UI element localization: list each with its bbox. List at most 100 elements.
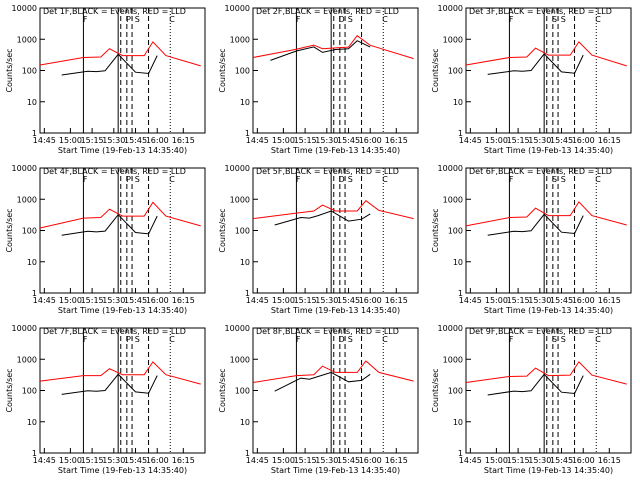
x-tick-label: 15:30 [528, 136, 551, 145]
x-tick-label: 15:45 [550, 296, 573, 305]
x-tick-label: 15:00 [59, 296, 82, 305]
y-tick-label: 1000 [230, 195, 250, 204]
x-tick-label: 14:45 [246, 136, 269, 145]
series-events [487, 53, 584, 75]
detector-panel-3: Det 3F,BLACK = Events, RED = LLD 1 10 100 10… [431, 4, 632, 155]
y-tick-label: 10 [27, 258, 37, 267]
marker-letter: F [83, 15, 88, 24]
marker-letter: F [296, 335, 301, 344]
plot-frame [39, 327, 206, 454]
y-tick-label: 10 [453, 258, 463, 267]
y-tick-label: 10000 [225, 164, 250, 173]
x-tick-label: 15:15 [507, 456, 530, 465]
plot-frame [465, 7, 632, 134]
panel-title: Det 8F,BLACK = Events, RED = LLD [256, 327, 399, 336]
y-tick-label: 100 [22, 227, 37, 236]
y-tick-label: 10000 [12, 4, 37, 13]
x-tick-label: 15:00 [485, 136, 508, 145]
x-tick-label: 16:00 [146, 296, 169, 305]
x-tick-label: 16:15 [598, 456, 621, 465]
x-tick-label: 14:45 [33, 296, 56, 305]
marker-letter: S [135, 335, 140, 344]
marker-letter: C [382, 175, 388, 184]
series-events [487, 373, 584, 396]
series-events [270, 40, 371, 61]
x-tick-label: 14:45 [33, 136, 56, 145]
y-tick-label: 10000 [225, 324, 250, 333]
x-tick-label: 16:15 [172, 136, 195, 145]
marker-letter: C [382, 15, 388, 24]
x-tick-label: 16:15 [385, 456, 408, 465]
panel-title: Det 2F,BLACK = Events, RED = LLD [256, 7, 399, 16]
plot-frame [465, 167, 632, 294]
y-axis-label: Counts/sec [5, 208, 14, 252]
series-events [274, 210, 371, 226]
detector-panel-7: Det 7F,BLACK = Events, RED = LLD 1 10 100 10… [5, 324, 206, 475]
x-tick-label: 16:00 [572, 296, 595, 305]
x-axis-label: Start Time (19-Feb-13 14:35:40) [484, 306, 613, 315]
detector-panel-4: Det 4F,BLACK = Events, RED = LLD 1 10 100 10… [5, 164, 206, 315]
plot-frame [465, 327, 632, 454]
marker-letter: S [561, 15, 566, 24]
y-tick-label: 10 [240, 98, 250, 107]
x-tick-label: 15:00 [272, 136, 295, 145]
series-lld [465, 361, 627, 385]
series-events [274, 371, 371, 392]
y-tick-label: 1 [458, 129, 463, 138]
x-tick-label: 14:45 [459, 296, 482, 305]
y-tick-label: 100 [448, 227, 463, 236]
x-tick-label: 15:30 [315, 456, 338, 465]
detector-panel-6: Det 6F,BLACK = Events, RED = LLD 1 10 100 10… [431, 164, 632, 315]
y-axis-label: Counts/sec [5, 48, 14, 92]
x-tick-label: 16:00 [146, 456, 169, 465]
marker-letter: C [382, 335, 388, 344]
marker-letter: F [83, 175, 88, 184]
x-tick-label: 14:45 [459, 456, 482, 465]
plot-frame [252, 167, 419, 294]
y-tick-label: 1 [245, 449, 250, 458]
y-tick-label: 1000 [443, 35, 463, 44]
x-tick-label: 16:00 [359, 136, 382, 145]
x-tick-label: 16:00 [572, 456, 595, 465]
series-lld [39, 41, 201, 67]
marker-letter: C [169, 335, 175, 344]
y-tick-label: 10 [453, 98, 463, 107]
x-tick-label: 16:15 [385, 136, 408, 145]
x-tick-label: 15:30 [315, 136, 338, 145]
y-tick-label: 1 [32, 289, 37, 298]
y-tick-label: 1000 [230, 35, 250, 44]
marker-letter: S [552, 15, 557, 24]
x-tick-label: 16:15 [172, 296, 195, 305]
y-axis-label: Counts/sec [5, 368, 14, 412]
marker-letter: D [338, 335, 344, 344]
x-tick-label: 15:15 [507, 296, 530, 305]
x-tick-label: 15:30 [102, 456, 125, 465]
x-axis-label: Start Time (19-Feb-13 14:35:40) [484, 466, 613, 475]
x-tick-label: 16:00 [572, 136, 595, 145]
x-tick-label: 15:45 [337, 136, 360, 145]
y-tick-label: 1000 [443, 195, 463, 204]
series-events [61, 53, 158, 76]
y-tick-label: 10 [27, 418, 37, 427]
marker-letter: S [348, 15, 353, 24]
x-tick-label: 15:30 [315, 296, 338, 305]
marker-letter: C [169, 175, 175, 184]
x-tick-label: 15:00 [272, 456, 295, 465]
series-lld [465, 41, 627, 67]
x-tick-label: 15:15 [294, 456, 317, 465]
x-tick-label: 14:45 [459, 136, 482, 145]
marker-letter: S [348, 175, 353, 184]
series-events [61, 213, 158, 236]
y-tick-label: 100 [235, 227, 250, 236]
marker-letter: D [338, 15, 344, 24]
marker-letter: S [135, 15, 140, 24]
series-lld [39, 361, 201, 385]
x-tick-label: 15:15 [81, 296, 104, 305]
marker-letter: P [126, 15, 131, 24]
x-tick-label: 15:30 [528, 456, 551, 465]
x-tick-label: 16:15 [598, 296, 621, 305]
x-tick-label: 15:30 [528, 296, 551, 305]
detector-panel-2: Det 2F,BLACK = Events, RED = LLD 1 10 100 10… [218, 4, 419, 155]
marker-letter: P [126, 335, 131, 344]
